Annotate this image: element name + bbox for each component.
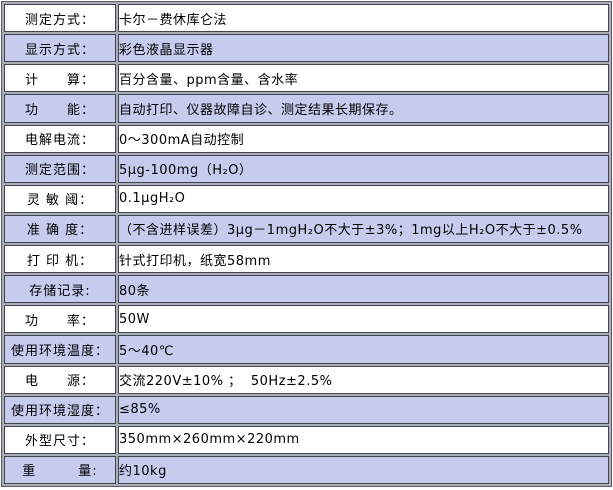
spec-value: 交流220V±10% ； 50Hz±2.5% xyxy=(118,365,609,394)
spec-value: 350mm×260mm×220mm xyxy=(118,425,609,454)
spec-value: （不含进样误差）3μg－1mgH₂O不大于±3%；1mg以上H₂O不大于±0.5… xyxy=(118,214,609,243)
spec-value: 卡尔－费休库仑法 xyxy=(118,4,609,33)
spec-value: ≤85% xyxy=(118,395,609,424)
table-row: 存储记录: 80条 xyxy=(4,275,609,304)
spec-value: 自动打印、仪器故障自诊、测定结果长期保存。 xyxy=(118,94,609,123)
table-row: 外型尺寸： 350mm×260mm×220mm xyxy=(4,425,609,454)
spec-label: 电解电流： xyxy=(4,124,116,153)
spec-value: 针式打印机，纸宽58mm xyxy=(118,245,609,274)
spec-label: 打 印 机： xyxy=(4,245,116,274)
table-row: 功 率： 50W xyxy=(4,305,609,334)
table-row: 使用环境温度： 5～40℃ xyxy=(4,335,609,364)
spec-label: 测定范围： xyxy=(4,154,116,183)
table-row: 灵 敏 阈： 0.1μgH₂O xyxy=(4,184,609,213)
spec-label: 灵 敏 阈： xyxy=(4,184,116,213)
table-row: 功 能： 自动打印、仪器故障自诊、测定结果长期保存。 xyxy=(4,94,609,123)
table-row: 电 源： 交流220V±10% ； 50Hz±2.5% xyxy=(4,365,609,394)
table-row: 准 确 度： （不含进样误差）3μg－1mgH₂O不大于±3%；1mg以上H₂O… xyxy=(4,214,609,243)
spec-label: 测定方式： xyxy=(4,4,116,33)
spec-label: 存储记录: xyxy=(4,275,116,304)
spec-label: 电 源： xyxy=(4,365,116,394)
spec-label: 准 确 度： xyxy=(4,214,116,243)
spec-label: 功 率： xyxy=(4,305,116,334)
spec-value: 彩色液晶显示器 xyxy=(118,34,609,63)
spec-label: 功 能： xyxy=(4,94,116,123)
spec-value: 0.1μgH₂O xyxy=(118,184,609,213)
spec-label: 重 量: xyxy=(4,455,116,484)
table-row: 重 量: 约10kg xyxy=(4,455,609,484)
spec-value: 约10kg xyxy=(118,455,609,484)
table-row: 计 算： 百分含量、ppm含量、含水率 xyxy=(4,64,609,93)
table-row: 使用环境湿度： ≤85% xyxy=(4,395,609,424)
table-row: 打 印 机： 针式打印机，纸宽58mm xyxy=(4,245,609,274)
spec-value: 5μg-100mg（H₂O） xyxy=(118,154,609,183)
spec-label: 显示方式： xyxy=(4,34,116,63)
spec-value: 百分含量、ppm含量、含水率 xyxy=(118,64,609,93)
spec-value: 50W xyxy=(118,305,609,334)
spec-value: 5～40℃ xyxy=(118,335,609,364)
spec-table-body: 测定方式： 卡尔－费休库仑法 显示方式： 彩色液晶显示器 计 算： 百分含量、p… xyxy=(4,4,609,484)
spec-value: 0～300mA自动控制 xyxy=(118,124,609,153)
table-row: 测定方式： 卡尔－费休库仑法 xyxy=(4,4,609,33)
table-row: 测定范围： 5μg-100mg（H₂O） xyxy=(4,154,609,183)
spec-label: 计 算： xyxy=(4,64,116,93)
spec-value: 80条 xyxy=(118,275,609,304)
spec-label: 外型尺寸： xyxy=(4,425,116,454)
table-row: 显示方式： 彩色液晶显示器 xyxy=(4,34,609,63)
table-row: 电解电流： 0～300mA自动控制 xyxy=(4,124,609,153)
spec-label: 使用环境温度： xyxy=(4,335,116,364)
spec-label: 使用环境湿度： xyxy=(4,395,116,424)
